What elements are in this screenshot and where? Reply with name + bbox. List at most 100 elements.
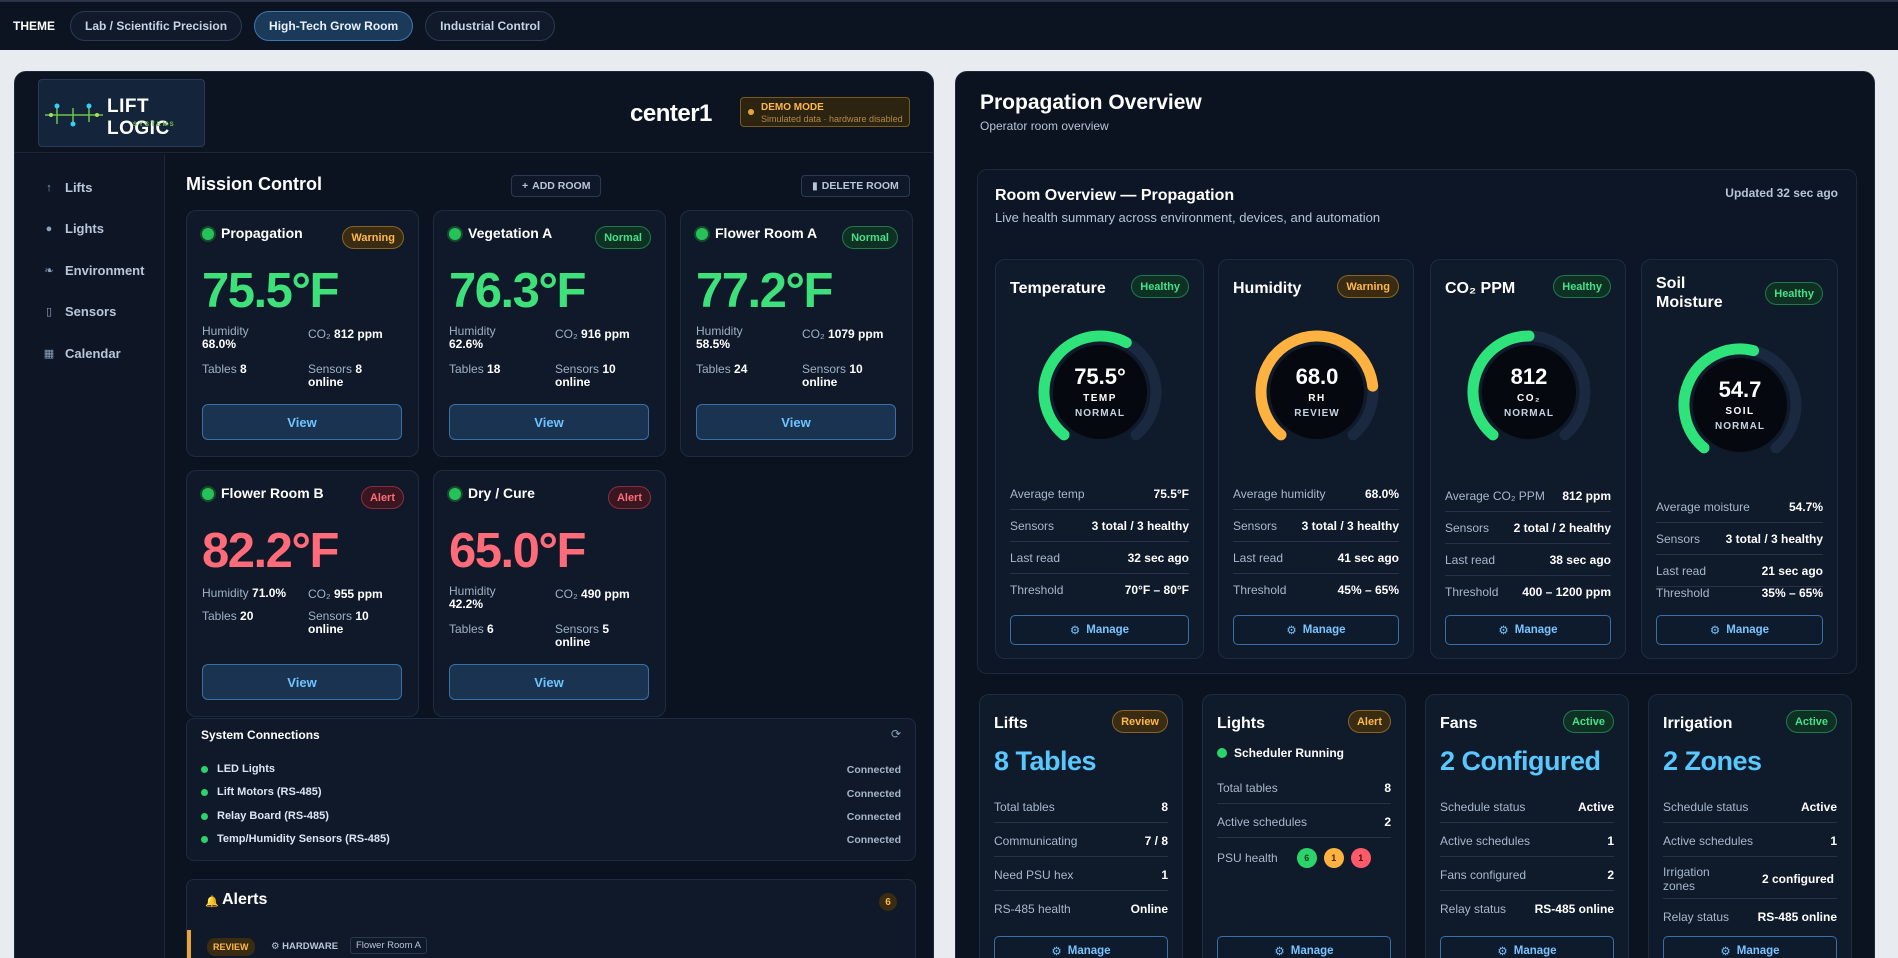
gear-icon: ⚙ xyxy=(1498,625,1509,637)
psu-alert-count: 1 xyxy=(1350,848,1371,868)
co2-stat: CO₂ 955 ppm xyxy=(308,587,383,601)
theme-option-grow-room[interactable]: High-Tech Grow Room xyxy=(254,11,414,41)
metric-row: Schedule status Active xyxy=(1440,791,1614,823)
view-room-button[interactable]: View xyxy=(202,664,402,700)
manage-button[interactable]: ⚙ Manage xyxy=(1663,936,1837,958)
lift-logic-logo[interactable]: LIFT LOGIC SYSTEMS xyxy=(38,79,205,147)
status-badge: Active xyxy=(1562,710,1614,733)
gauge-readout: 812 CO₂ NORMAL xyxy=(1504,364,1554,419)
status-dot-icon xyxy=(202,228,214,240)
room-temperature: 75.5°F xyxy=(202,264,339,318)
metric-row: Sensors 3 total / 3 healthy xyxy=(1656,523,1823,555)
status-dot-icon xyxy=(449,488,461,500)
metric-row: Active schedules 1 xyxy=(1440,825,1614,857)
gear-icon: ⚙ xyxy=(1274,946,1285,958)
humidity-stat: Humidity 62.6% xyxy=(449,324,496,351)
connection-status: Connected xyxy=(846,788,901,800)
alerts-panel: 🔔 Alerts 6 REVIEW ⚙ HARDWARE Flower Room… xyxy=(186,879,916,958)
manage-button[interactable]: ⚙ Manage xyxy=(1010,615,1189,645)
connection-item: LED Lights xyxy=(201,763,275,775)
metric-title: Humidity xyxy=(1233,280,1302,297)
room-name: Vegetation A xyxy=(468,225,553,241)
theme-label: THEME xyxy=(13,19,55,33)
metric-card-co2: CO₂ PPM Healthy 812 CO₂ NORMAL Average CO₂… xyxy=(1430,259,1626,659)
gear-icon: ⚙ xyxy=(1286,625,1297,637)
metric-row: Sensors 2 total / 2 healthy xyxy=(1445,512,1611,544)
room-card-propagation[interactable]: Propagation Warning 75.5°F Humidity 68.0%… xyxy=(186,210,419,457)
metric-card-temperature: Temperature Healthy 75.5° TEMP NORMAL Aver… xyxy=(995,259,1204,659)
manage-button[interactable]: ⚙ Manage xyxy=(1656,615,1823,645)
status-badge: Healthy xyxy=(1131,275,1189,298)
theme-option-lab[interactable]: Lab / Scientific Precision xyxy=(70,11,243,41)
manage-button[interactable]: ⚙ Manage xyxy=(1445,615,1611,645)
gear-icon: ⚙ xyxy=(1720,946,1731,958)
metric-row: Relay status RS-485 online xyxy=(1663,910,1837,924)
thermometer-icon: ▯ xyxy=(45,306,53,318)
sidebar-item-lifts[interactable]: ↑ Lifts xyxy=(43,180,92,195)
add-room-button[interactable]: + ADD ROOM xyxy=(511,175,602,197)
gear-icon: ⚙ xyxy=(1051,946,1062,958)
circuit-logo-icon xyxy=(45,103,103,127)
sensors-stat: Sensors 10 online xyxy=(308,609,369,636)
metric-row: Threshold 35% – 65% xyxy=(1656,586,1823,600)
sidebar-item-lights[interactable]: ● Lights xyxy=(43,221,104,236)
sensors-stat: Sensors 5 online xyxy=(555,622,610,649)
manage-button[interactable]: ⚙ Manage xyxy=(1233,615,1399,645)
co2-stat: CO₂ 1079 ppm xyxy=(802,327,884,341)
gauge-readout: 75.5° TEMP NORMAL xyxy=(1074,364,1126,419)
delete-room-button[interactable]: ▮ DELETE ROOM xyxy=(801,175,910,197)
psu-ok-count: 6 xyxy=(1296,848,1317,868)
metric-card-soil-moisture: Soil Moisture Healthy 54.7 SOIL NORMAL Ave… xyxy=(1641,259,1838,659)
alert-source: ⚙ HARDWARE xyxy=(271,941,339,952)
metric-row: Last read 41 sec ago xyxy=(1233,542,1399,574)
status-dot-icon xyxy=(1217,748,1227,758)
sidebar-item-label: Sensors xyxy=(65,304,117,319)
view-room-button[interactable]: View xyxy=(202,404,402,440)
system-connections: System Connections ⟳ LED Lights Connecte… xyxy=(186,718,916,861)
tables-stat: Tables 8 xyxy=(202,362,247,376)
demo-mode-title: DEMO MODE xyxy=(761,102,824,113)
status-dot-icon xyxy=(201,788,208,796)
view-room-button[interactable]: View xyxy=(449,404,649,440)
metric-row: Average temp 75.5°F xyxy=(1010,478,1189,510)
co2-stat: CO₂ 812 ppm xyxy=(308,327,383,341)
room-card-flower-room-b[interactable]: Flower Room B Alert 82.2°F Humidity 71.0… xyxy=(186,470,419,717)
room-card-vegetation-a[interactable]: Vegetation A Normal 76.3°F Humidity 62.6%… xyxy=(433,210,666,457)
manage-button[interactable]: ⚙ Manage xyxy=(1440,936,1614,958)
sidebar-item-sensors[interactable]: ▯ Sensors xyxy=(43,304,116,319)
sidebar-item-calendar[interactable]: ▦ Calendar xyxy=(43,346,121,361)
metric-row: Last read 21 sec ago xyxy=(1656,555,1823,587)
gauge-center xyxy=(1482,345,1576,439)
demo-mode-badge: DEMO MODE Simulated data · hardware disa… xyxy=(740,97,910,127)
status-badge: Alert xyxy=(607,486,651,509)
room-card-flower-room-a[interactable]: Flower Room A Normal 77.2°F Humidity 58.5… xyxy=(680,210,913,457)
updated-timestamp: Updated 32 sec ago xyxy=(1725,186,1838,200)
sidebar-item-environment[interactable]: ❧ Environment xyxy=(43,263,144,278)
view-room-button[interactable]: View xyxy=(449,664,649,700)
manage-button[interactable]: ⚙ Manage xyxy=(994,936,1168,958)
logo-subtext: SYSTEMS xyxy=(133,122,176,128)
metric-row: Total tables 8 xyxy=(1217,772,1391,804)
manage-button[interactable]: ⚙ Manage xyxy=(1217,936,1391,958)
room-temperature: 77.2°F xyxy=(696,264,833,318)
status-badge: Healthy xyxy=(1553,275,1611,298)
status-dot-icon xyxy=(201,812,208,820)
view-room-button[interactable]: View xyxy=(696,404,896,440)
gauge-readout: 68.0 RH REVIEW xyxy=(1294,364,1340,419)
bell-icon: 🔔 xyxy=(205,896,219,908)
theme-option-industrial[interactable]: Industrial Control xyxy=(425,11,556,41)
sidebar-item-label: Lifts xyxy=(65,180,93,195)
overview-panel: Propagation Overview Operator room overv… xyxy=(955,71,1875,958)
room-card-dry-cure[interactable]: Dry / Cure Alert 65.0°F Humidity 42.2% CO… xyxy=(433,470,666,717)
alert-room-tag: Flower Room A xyxy=(350,937,427,954)
tables-stat: Tables 20 xyxy=(202,609,254,623)
lifts-title: Lifts xyxy=(994,715,1028,732)
metric-title: Temperature xyxy=(1010,280,1106,297)
room-overview-title: Room Overview — Propagation xyxy=(995,187,1235,204)
metric-row: Sensors 3 total / 3 healthy xyxy=(1233,510,1399,542)
refresh-icon[interactable]: ⟳ xyxy=(890,727,901,741)
calendar-icon: ▦ xyxy=(43,348,55,360)
status-dot-icon xyxy=(201,835,208,843)
room-temperature: 65.0°F xyxy=(449,524,586,578)
gauge-fill xyxy=(1255,330,1379,441)
